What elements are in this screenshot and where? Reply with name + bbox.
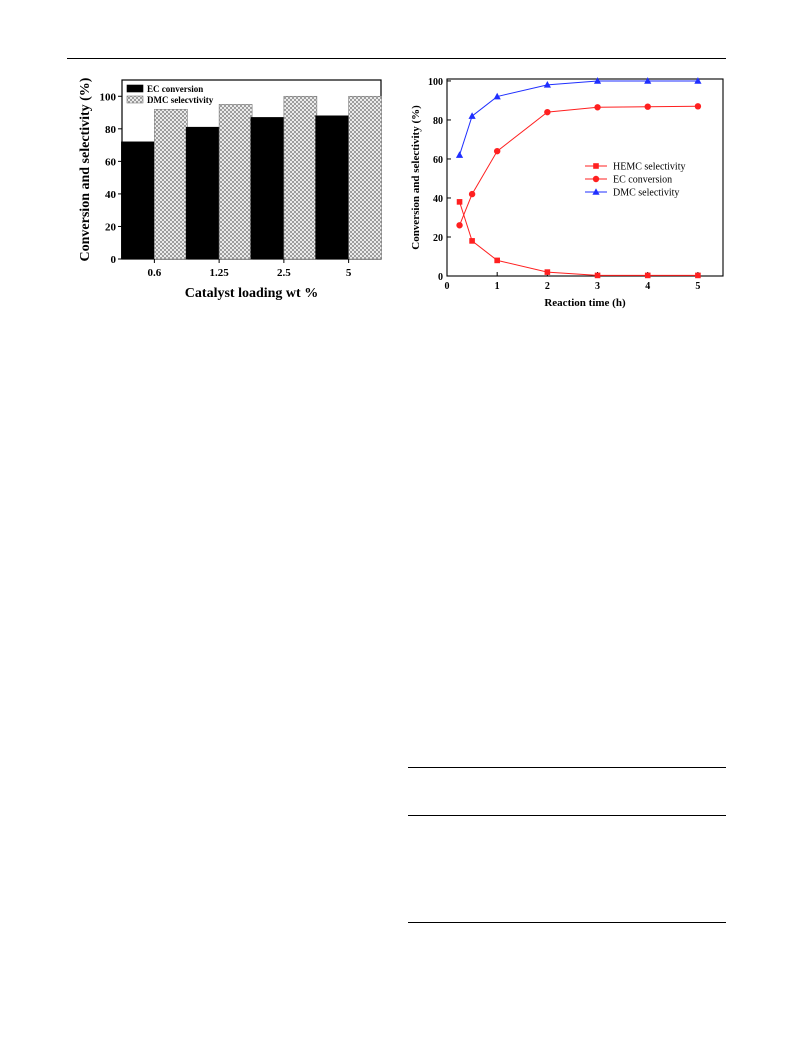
point-ec-conversion (493, 147, 501, 155)
bar-dmc-selectivity (348, 95, 382, 260)
legend-swatch (126, 84, 144, 93)
y-tick-label: 100 (428, 77, 443, 88)
table-header-rule (408, 815, 726, 816)
x-tick-label: 0 (445, 281, 450, 292)
x-tick-label: 0.6 (148, 267, 162, 279)
y-tick-label: 0 (111, 254, 117, 266)
y-tick-label: 60 (105, 156, 117, 168)
series-ec-conversion (456, 103, 702, 229)
bar-ec-conversion (315, 115, 349, 260)
point-hemc-selectivity (456, 199, 463, 205)
bar-ec-conversion (185, 126, 220, 260)
plot-frame (446, 78, 724, 277)
y-tick-label: 40 (433, 194, 443, 205)
table-top-rule (408, 767, 726, 768)
y-tick-label: 80 (105, 124, 117, 136)
y-tick-label: 80 (433, 116, 443, 127)
point-ec-conversion (644, 103, 651, 110)
bar-dmc-selectivity (154, 108, 188, 260)
point-hemc-selectivity (594, 272, 601, 279)
point-ec-conversion (456, 222, 463, 229)
point-dmc-selectivity (543, 81, 551, 88)
legend-label: HEMC selectivity (613, 162, 686, 173)
legend-label: DMC selecvtivity (147, 95, 214, 105)
point-dmc-selectivity (455, 151, 464, 158)
y-tick-label: 0 (438, 272, 443, 283)
series-line-dmc-selectivity (459, 80, 698, 156)
x-tick-label: 1 (495, 281, 500, 292)
bar-dmc-selectivity (218, 104, 253, 260)
point-ec-conversion (694, 103, 702, 110)
x-tick-label: 4 (645, 281, 650, 292)
point-hemc-selectivity (494, 257, 500, 264)
x-tick-label: 5 (346, 267, 352, 279)
series-dmc-selectivity (455, 77, 702, 158)
legend-label: DMC selectivity (613, 188, 679, 199)
bar-dmc-selectivity (283, 95, 318, 260)
point-hemc-selectivity (644, 272, 651, 279)
x-tick-label: 2 (545, 281, 550, 292)
y-axis-label: Conversion and selectivity (%) (78, 77, 93, 261)
series-hemc-selectivity (456, 199, 701, 279)
point-dmc-selectivity (593, 77, 602, 84)
point-ec-conversion (468, 190, 476, 198)
y-axis-label: Conversion and selectivity (%) (410, 105, 422, 250)
line-chart-reaction-time: 0 20 40 60 80 100 0 1 2 3 4 5 HEMC selectivity EC con… (410, 77, 724, 309)
point-ec-conversion (594, 104, 601, 111)
legend-label: EC conversion (147, 84, 203, 94)
legend-marker (592, 188, 600, 195)
point-dmc-selectivity (468, 112, 476, 119)
bar-ec-conversion (121, 141, 155, 260)
table-bottom-rule (408, 922, 726, 923)
y-tick-label: 20 (105, 221, 117, 233)
y-tick-label: 100 (100, 91, 117, 103)
series-line-hemc-selectivity (459, 201, 698, 276)
point-dmc-selectivity (644, 77, 652, 84)
y-tick-label: 40 (105, 189, 117, 201)
point-ec-conversion (544, 108, 551, 116)
x-tick-label: 3 (595, 281, 600, 292)
x-axis-label: Reaction time (h) (544, 297, 626, 309)
bar-ec-conversion (250, 117, 285, 260)
point-hemc-selectivity (544, 269, 551, 275)
legend-marker (592, 175, 600, 183)
point-dmc-selectivity (493, 92, 501, 100)
header-rule (67, 58, 726, 59)
x-axis-label: Catalyst loading wt % (185, 286, 318, 301)
x-tick-label: 5 (695, 281, 700, 292)
x-tick-label: 1.25 (210, 267, 230, 279)
legend-marker (593, 163, 599, 169)
legend-swatch (126, 95, 144, 104)
legend-label: EC conversion (613, 175, 672, 186)
point-dmc-selectivity (694, 77, 702, 84)
bar-chart-catalyst-loading: 0 20 40 60 80 100 0.6 1.25 2.5 5 EC conversionDMC … (78, 77, 382, 301)
x-tick-label: 2.5 (277, 267, 291, 279)
y-tick-label: 20 (433, 233, 443, 244)
point-hemc-selectivity (695, 272, 701, 279)
point-hemc-selectivity (469, 238, 475, 244)
y-tick-label: 60 (433, 155, 443, 166)
